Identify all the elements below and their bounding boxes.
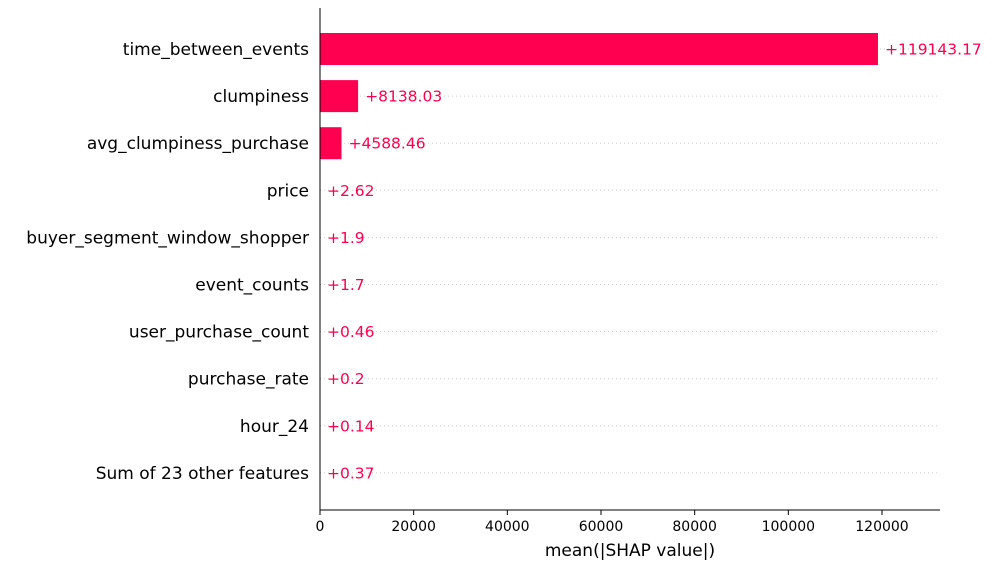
value-label: +0.2 — [327, 370, 365, 388]
bar-avg_clumpiness_purchase — [320, 127, 342, 160]
x-tick-label: 40000 — [485, 519, 530, 535]
value-label: +4588.46 — [348, 135, 425, 153]
x-tick-label: 60000 — [579, 519, 624, 535]
feature-label: user_purchase_count — [129, 323, 309, 343]
value-label: +0.14 — [327, 417, 375, 435]
feature-label: event_counts — [195, 276, 309, 296]
feature-label: clumpiness — [213, 87, 309, 107]
x-tick-label: 100000 — [762, 519, 815, 535]
feature-label: time_between_events — [123, 40, 309, 60]
feature-label: hour_24 — [240, 417, 309, 437]
label-layer: time_between_events +119143.17 clumpiness +… — [26, 40, 982, 484]
feature-label: avg_clumpiness_purchase — [87, 134, 309, 154]
value-label: +2.62 — [327, 182, 375, 200]
value-label: +1.9 — [327, 229, 365, 247]
bar-clumpiness — [320, 80, 359, 113]
bar-layer — [320, 33, 878, 489]
x-tick-label: 0 — [316, 519, 325, 535]
feature-label: purchase_rate — [188, 370, 309, 390]
feature-label: buyer_segment_window_shopper — [26, 228, 309, 248]
feature-label: Sum of 23 other features — [96, 464, 309, 484]
value-label: +8138.03 — [365, 88, 442, 106]
value-label: +0.37 — [327, 464, 375, 482]
x-tick-label: 80000 — [672, 519, 717, 535]
feature-label: price — [267, 181, 309, 201]
bar-time_between_events — [320, 33, 878, 65]
x-tick-label: 20000 — [391, 519, 436, 535]
x-tick-label: 120000 — [855, 519, 908, 535]
grid-layer — [320, 48, 940, 474]
value-label: +0.46 — [327, 323, 375, 341]
x-axis-title: mean(|SHAP value|) — [545, 541, 715, 561]
value-label: +119143.17 — [885, 41, 982, 59]
value-label: +1.7 — [327, 276, 365, 294]
axis-layer: 0 20000 40000 60000 80000 100000 120000 — [316, 8, 940, 535]
